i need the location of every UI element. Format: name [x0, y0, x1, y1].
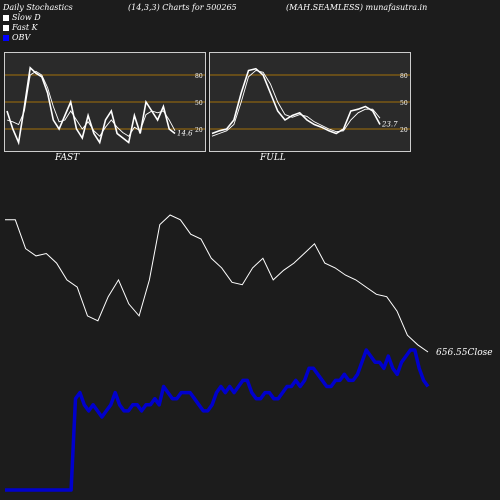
full-last-value-label: 23.7: [381, 121, 398, 129]
fast-tick-label-20: 20: [195, 127, 203, 134]
legend-swatch-slow-d: [3, 15, 9, 21]
close-price-line: [5, 214, 429, 353]
chart-subtitle: (14,3,3) Charts for 500265: [128, 3, 237, 12]
close-value-label: 656.55Close: [436, 348, 493, 358]
full-series-line-0: [211, 67, 381, 135]
fast-stochastic-plot: 20 50 80 14.6: [5, 66, 205, 146]
fast-panel-label: FAST: [55, 153, 80, 163]
legend-label-fast-k: Fast K: [12, 23, 38, 32]
chart-source: (MAH.SEAMLESS) munafasutra.in: [286, 3, 428, 12]
full-series-line-1: [211, 70, 381, 137]
full-stochastic-panel: 20 50 80 23.7: [209, 52, 411, 152]
legend-label-obv: OBV: [12, 33, 31, 42]
legend-swatch-fast-k: [3, 25, 9, 31]
legend: Slow D Fast K OBV: [3, 13, 41, 43]
legend-item-obv: OBV: [3, 33, 41, 43]
legend-label-slow-d: Slow D: [12, 13, 41, 22]
full-tick-label-20: 20: [400, 127, 408, 134]
fast-tick-label-80: 80: [195, 73, 203, 80]
chart-title: Daily Stochastics: [3, 3, 73, 12]
legend-swatch-obv: [3, 35, 9, 41]
full-tick-label-50: 50: [400, 100, 408, 107]
legend-item-slow-d: Slow D: [3, 13, 41, 23]
fast-tick-label-50: 50: [195, 100, 203, 107]
fast-last-value-label: 14.6: [177, 130, 193, 138]
full-tick-label-80: 80: [400, 73, 408, 80]
obv-line: [5, 348, 430, 492]
fast-series-line-1: [6, 70, 176, 137]
legend-item-fast-k: Fast K: [3, 23, 41, 33]
full-stochastic-plot: 20 50 80 23.7: [210, 67, 410, 137]
fast-stochastic-panel: 20 50 80 14.6: [4, 52, 206, 152]
full-panel-label: FULL: [260, 153, 286, 163]
